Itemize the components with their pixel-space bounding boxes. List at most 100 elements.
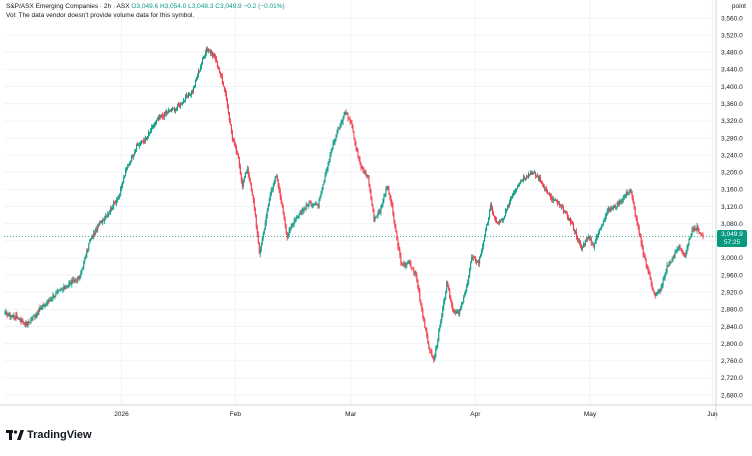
candle <box>528 171 529 179</box>
candle <box>358 155 360 162</box>
candle <box>613 204 615 209</box>
candle-body <box>223 86 225 90</box>
candle <box>9 312 11 320</box>
candle-body <box>239 166 241 175</box>
candle <box>272 182 274 193</box>
candle <box>349 116 351 125</box>
candle <box>200 61 202 70</box>
candle <box>435 345 437 359</box>
candle-body <box>610 208 612 210</box>
candle <box>26 321 28 327</box>
candle-body <box>365 171 367 175</box>
candle <box>202 55 204 60</box>
candle-body <box>176 108 178 110</box>
candle-body <box>578 239 580 243</box>
tradingview-logo[interactable]: TradingView <box>6 429 92 441</box>
candle-body <box>4 311 6 314</box>
candle <box>388 185 390 195</box>
candle <box>306 203 308 207</box>
candle <box>361 164 363 169</box>
candle-body <box>593 243 595 248</box>
candle-body <box>195 78 197 81</box>
price-axis[interactable]: 3,560.0 3,520.0 3,480.0 3,440.0 3,400.0 3,360… <box>721 15 743 399</box>
candle <box>345 109 347 116</box>
candle-body <box>646 264 648 268</box>
candle-body <box>330 151 332 155</box>
candle-body <box>333 141 335 144</box>
candle-body <box>676 249 678 253</box>
candle-body <box>26 321 28 326</box>
candle-body <box>129 162 131 165</box>
candle-body <box>328 161 330 164</box>
candle <box>533 169 535 174</box>
candle <box>598 228 600 235</box>
candle <box>521 179 523 183</box>
candle <box>23 321 25 326</box>
candle <box>5 308 7 315</box>
candle-body <box>392 204 394 214</box>
candle-body <box>228 112 230 121</box>
candle <box>149 131 151 137</box>
candle-body <box>425 327 427 331</box>
candle <box>547 192 549 195</box>
candle-body <box>428 343 430 348</box>
candle-body <box>626 192 628 195</box>
candle-body <box>376 216 378 218</box>
candle-body <box>477 261 479 263</box>
candle-body <box>352 127 354 133</box>
candle <box>154 122 156 128</box>
candle-body <box>628 190 630 194</box>
candle <box>587 234 589 240</box>
candle-body <box>15 314 17 319</box>
candle-body <box>476 261 478 263</box>
y-tick-label: 3,000.0 <box>721 255 743 262</box>
candle <box>622 194 624 203</box>
candle-body <box>50 299 52 301</box>
candle-body <box>105 216 107 219</box>
candle <box>614 203 616 210</box>
candle-body <box>393 213 395 221</box>
y-tick-label: 3,440.0 <box>721 67 743 74</box>
candle-body <box>462 302 464 304</box>
candle-body <box>640 237 642 244</box>
candle <box>122 181 124 189</box>
candle-body <box>451 300 453 305</box>
candle <box>565 210 567 215</box>
candle <box>178 101 180 107</box>
candle-body <box>86 249 88 258</box>
candle <box>145 135 147 144</box>
candle <box>683 251 685 257</box>
candle <box>366 173 368 179</box>
candle <box>455 309 457 316</box>
candle-body <box>473 257 475 259</box>
candle <box>463 294 465 304</box>
candle <box>190 90 192 98</box>
candle-body <box>256 227 258 235</box>
candle <box>240 172 242 184</box>
candle <box>646 264 648 270</box>
candle <box>289 227 291 233</box>
symbol-title[interactable]: S&P/ASX Emerging Companies · 2h · ASX <box>6 3 130 10</box>
candle-body <box>222 83 224 86</box>
candle-body <box>41 306 43 308</box>
candle-body <box>322 184 324 189</box>
candle-body <box>253 200 255 208</box>
candle <box>168 107 170 114</box>
candle <box>177 103 179 112</box>
candle <box>14 315 16 321</box>
candle-body <box>309 201 311 203</box>
candle-body <box>515 190 517 192</box>
candle <box>551 195 553 203</box>
candle <box>70 279 72 285</box>
candle <box>294 218 296 224</box>
time-axis[interactable]: 2026 Feb Mar Apr May Jun <box>114 411 718 418</box>
candle <box>207 47 209 54</box>
candle-body <box>521 181 523 182</box>
candle-body <box>627 193 629 195</box>
candle-body <box>506 209 508 212</box>
candle-body <box>21 319 23 322</box>
candle-body <box>134 152 136 155</box>
candle <box>390 195 392 206</box>
